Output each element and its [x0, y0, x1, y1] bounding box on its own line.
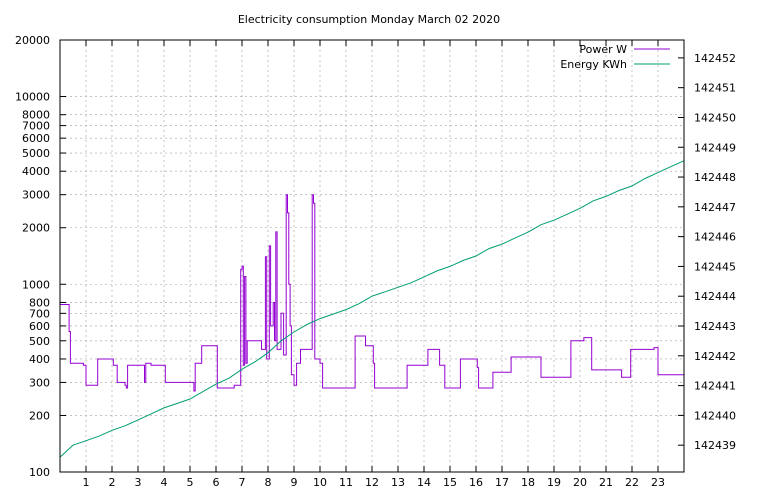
x-tick-label: 18: [521, 476, 535, 489]
series-lines: [59, 160, 685, 458]
legend: Power W Energy KWh: [560, 43, 670, 71]
y-left-tick-label: 1000: [22, 278, 50, 291]
x-tick-label: 8: [265, 476, 272, 489]
y-left-tick-label: 5000: [22, 147, 50, 160]
y-left-tick-label: 20000: [15, 34, 50, 47]
y-right-tick-label: 142452: [694, 52, 736, 65]
series-power-line: [60, 194, 685, 392]
x-tick-label: 9: [291, 476, 298, 489]
x-tick-label: 19: [547, 476, 561, 489]
y-right-tick-label: 142447: [694, 201, 736, 214]
x-tick-label: 14: [417, 476, 431, 489]
x-tick-label: 20: [573, 476, 587, 489]
y-right-tick-label: 142451: [694, 82, 736, 95]
y-right-tick-label: 142441: [694, 380, 736, 393]
y-left-tick-label: 4000: [22, 165, 50, 178]
y-left-tick-label: 10000: [15, 91, 50, 104]
chart-title: Electricity consumption Monday March 02 …: [238, 13, 500, 26]
y-right-tick-label: 142444: [694, 290, 736, 303]
y-left-tick-label: 8000: [22, 109, 50, 122]
x-tick-label: 10: [313, 476, 327, 489]
x-tick-label: 17: [495, 476, 509, 489]
legend-label-energy: Energy KWh: [560, 58, 627, 71]
x-tick-label: 22: [625, 476, 639, 489]
y-left-tick-label: 500: [29, 335, 50, 348]
y-left-tick-label: 300: [29, 376, 50, 389]
y-right-tick-label: 142443: [694, 320, 736, 333]
y-left-tick-label: 200: [29, 409, 50, 422]
y-left-tick-label: 100: [29, 466, 50, 479]
x-tick-label: 15: [443, 476, 457, 489]
x-tick-label: 13: [391, 476, 405, 489]
grid: [60, 40, 684, 472]
x-tick-label: 7: [239, 476, 246, 489]
y-left-tick-label: 600: [29, 320, 50, 333]
x-tick-label: 3: [135, 476, 142, 489]
x-tick-label: 2: [109, 476, 116, 489]
y-left-tick-label: 2000: [22, 222, 50, 235]
x-tick-label: 1: [83, 476, 90, 489]
legend-label-power: Power W: [579, 43, 627, 56]
y-right-tick-label: 142450: [694, 111, 736, 124]
y-right-tick-label: 142439: [694, 439, 736, 452]
x-tick-label: 5: [187, 476, 194, 489]
y-right-tick-label: 142440: [694, 409, 736, 422]
y-right-tick-label: 142449: [694, 141, 736, 154]
x-tick-label: 16: [469, 476, 483, 489]
y-left-tick-label: 700: [29, 307, 50, 320]
x-tick-label: 23: [651, 476, 665, 489]
x-tick-label: 6: [213, 476, 220, 489]
x-tick-label: 11: [339, 476, 353, 489]
y-left-tick-label: 6000: [22, 132, 50, 145]
right-axis-tick-labels: 142439 142440 142441 142442 142443 142444 1424…: [694, 52, 736, 452]
x-tick-label: 4: [161, 476, 168, 489]
series-energy-line: [59, 160, 685, 458]
axis-ticks: [60, 39, 684, 473]
y-right-tick-label: 142445: [694, 260, 736, 273]
y-left-tick-label: 400: [29, 353, 50, 366]
plot-frame: [59, 39, 685, 473]
y-right-tick-label: 142448: [694, 171, 736, 184]
y-left-tick-label: 3000: [22, 189, 50, 202]
y-right-tick-label: 142442: [694, 350, 736, 363]
x-tick-label: 21: [599, 476, 613, 489]
y-left-tick-label: 800: [29, 296, 50, 309]
x-axis-tick-labels: 1 2 3 4 5 6 7 8 9 10 11 12 13 14 15 16 17 18 19 20 21 22 23: [83, 476, 666, 489]
y-left-tick-label: 7000: [22, 120, 50, 133]
y-right-tick-label: 142446: [694, 231, 736, 244]
x-tick-label: 12: [365, 476, 379, 489]
